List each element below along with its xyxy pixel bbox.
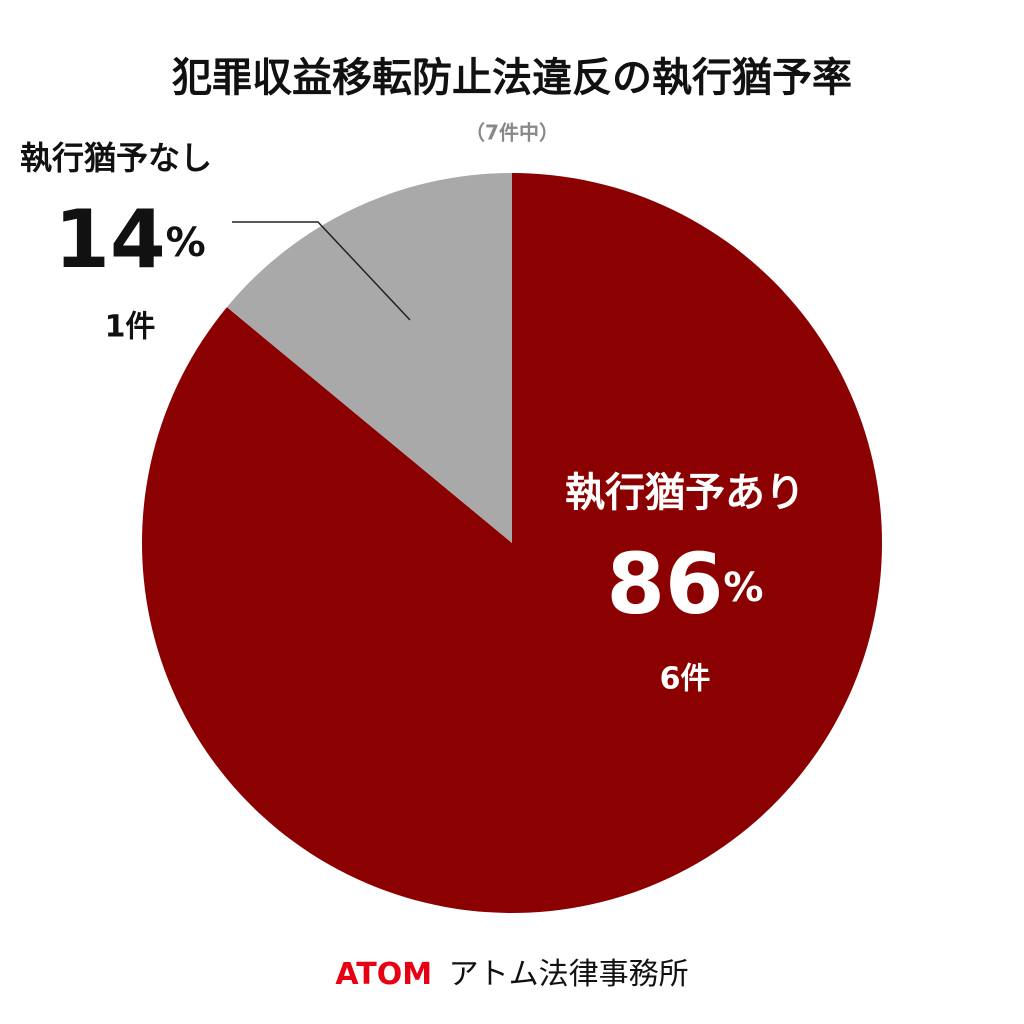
value-unit: %: [723, 565, 763, 611]
value-number: 14: [54, 193, 165, 286]
slice-name: 執行猶予あり: [565, 470, 805, 516]
pie-slice: [226, 173, 512, 543]
footer-name: アトム法律事務所: [449, 957, 689, 992]
footer: ATOM アトム法律事務所: [335, 957, 688, 992]
value-label: 86%: [607, 535, 764, 633]
chart-subtitle: （7件中）: [465, 121, 559, 145]
leader-line: [232, 221, 411, 321]
count-label: 1件: [105, 310, 156, 345]
footer-logo: ATOM: [335, 957, 432, 992]
pie-slice: [142, 173, 883, 914]
pie: [142, 173, 883, 914]
slice-name: 執行猶予なし: [20, 139, 212, 177]
chart-title: 犯罪収益移転防止法違反の執行猶予率: [172, 55, 852, 101]
count-label: 6件: [660, 662, 711, 697]
value-number: 86: [607, 535, 724, 633]
value-unit: %: [166, 220, 206, 266]
value-label: 14%: [54, 193, 205, 286]
labels: 執行猶予あり 86% 6件 執行猶予なし 14% 1件: [20, 139, 805, 697]
